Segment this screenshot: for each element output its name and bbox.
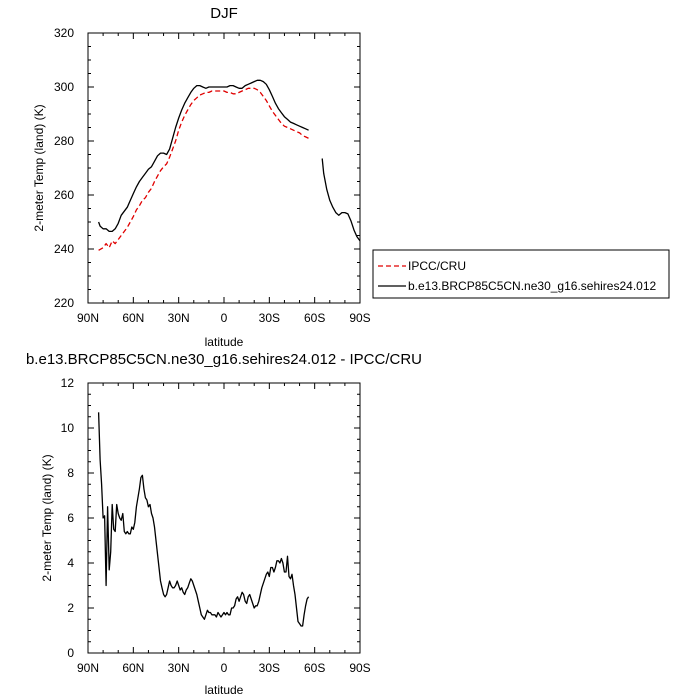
bottom-y-tick-label: 0 — [67, 646, 74, 660]
top-x-tick-label: 60N — [122, 311, 144, 325]
top-x-ticks: 90N 60N 30N 0 30S 60S 90S — [77, 33, 371, 325]
bottom-x-tick-label: 30N — [168, 661, 190, 675]
top-y-tick-label: 300 — [54, 80, 74, 94]
bottom-x-tick-label: 90N — [77, 661, 99, 675]
top-y-tick-label: 240 — [54, 242, 74, 256]
top-series-0-line — [98, 87, 309, 251]
bottom-x-tick-label: 60N — [122, 661, 144, 675]
top-y-axis-label: 2-meter Temp (land) (K) — [32, 104, 46, 231]
top-y-tick-label: 220 — [54, 296, 74, 310]
bottom-x-tick-label: 90S — [349, 661, 370, 675]
bottom-plot-frame — [87, 382, 361, 654]
top-chart-title: DJF — [210, 5, 238, 22]
top-plot-frame — [87, 32, 361, 304]
top-x-tick-label: 90S — [349, 311, 370, 325]
bottom-y-tick-label: 12 — [61, 376, 75, 390]
bottom-series-group — [97, 412, 310, 627]
bottom-y-tick-label: 4 — [67, 556, 74, 570]
top-y-tick-label: 260 — [54, 188, 74, 202]
bottom-chart-title: b.e13.BRCP85C5CN.ne30_g16.sehires24.012 … — [26, 351, 422, 368]
bottom-y-ticks: 0 2 4 6 8 10 12 — [61, 376, 360, 660]
top-series-1-line-segment-1 — [321, 158, 361, 242]
top-y-tick-label: 320 — [54, 26, 74, 40]
bottom-y-axis-label: 2-meter Temp (land) (K) — [40, 454, 54, 581]
bottom-panel: b.e13.BRCP85C5CN.ne30_g16.sehires24.012 … — [26, 351, 422, 697]
legend-label-ipcc-cru: IPCC/CRU — [408, 259, 466, 273]
top-x-tick-label: 30N — [168, 311, 190, 325]
top-x-tick-label: 90N — [77, 311, 99, 325]
bottom-series-0-line — [97, 412, 310, 627]
top-series-1-line-segment-0 — [97, 79, 309, 233]
legend-box — [372, 249, 670, 299]
bottom-x-tick-label: 30S — [259, 661, 280, 675]
top-x-tick-label: 60S — [304, 311, 325, 325]
bottom-x-axis-label: latitude — [205, 683, 244, 697]
bottom-y-tick-label: 2 — [67, 601, 74, 615]
top-x-tick-label: 0 — [221, 311, 228, 325]
top-series-group — [97, 79, 361, 251]
top-x-axis-label: latitude — [205, 335, 244, 349]
top-x-tick-label: 30S — [259, 311, 280, 325]
top-y-ticks: 220 240 260 280 300 320 — [54, 26, 360, 310]
legend: IPCC/CRU b.e13.BRCP85C5CN.ne30_g16.sehir… — [372, 249, 670, 299]
top-panel: DJF 90N 60N 30N 0 30S 60S 90S 220 240 260 280 300 3… — [32, 5, 371, 349]
bottom-x-ticks: 90N 60N 30N 0 30S 60S 90S — [77, 383, 371, 675]
bottom-x-tick-label: 0 — [221, 661, 228, 675]
bottom-y-tick-label: 10 — [61, 421, 75, 435]
bottom-y-tick-label: 6 — [67, 511, 74, 525]
bottom-y-tick-label: 8 — [67, 466, 74, 480]
bottom-x-tick-label: 60S — [304, 661, 325, 675]
legend-label-model: b.e13.BRCP85C5CN.ne30_g16.sehires24.012 — [408, 279, 656, 293]
top-y-tick-label: 280 — [54, 134, 74, 148]
